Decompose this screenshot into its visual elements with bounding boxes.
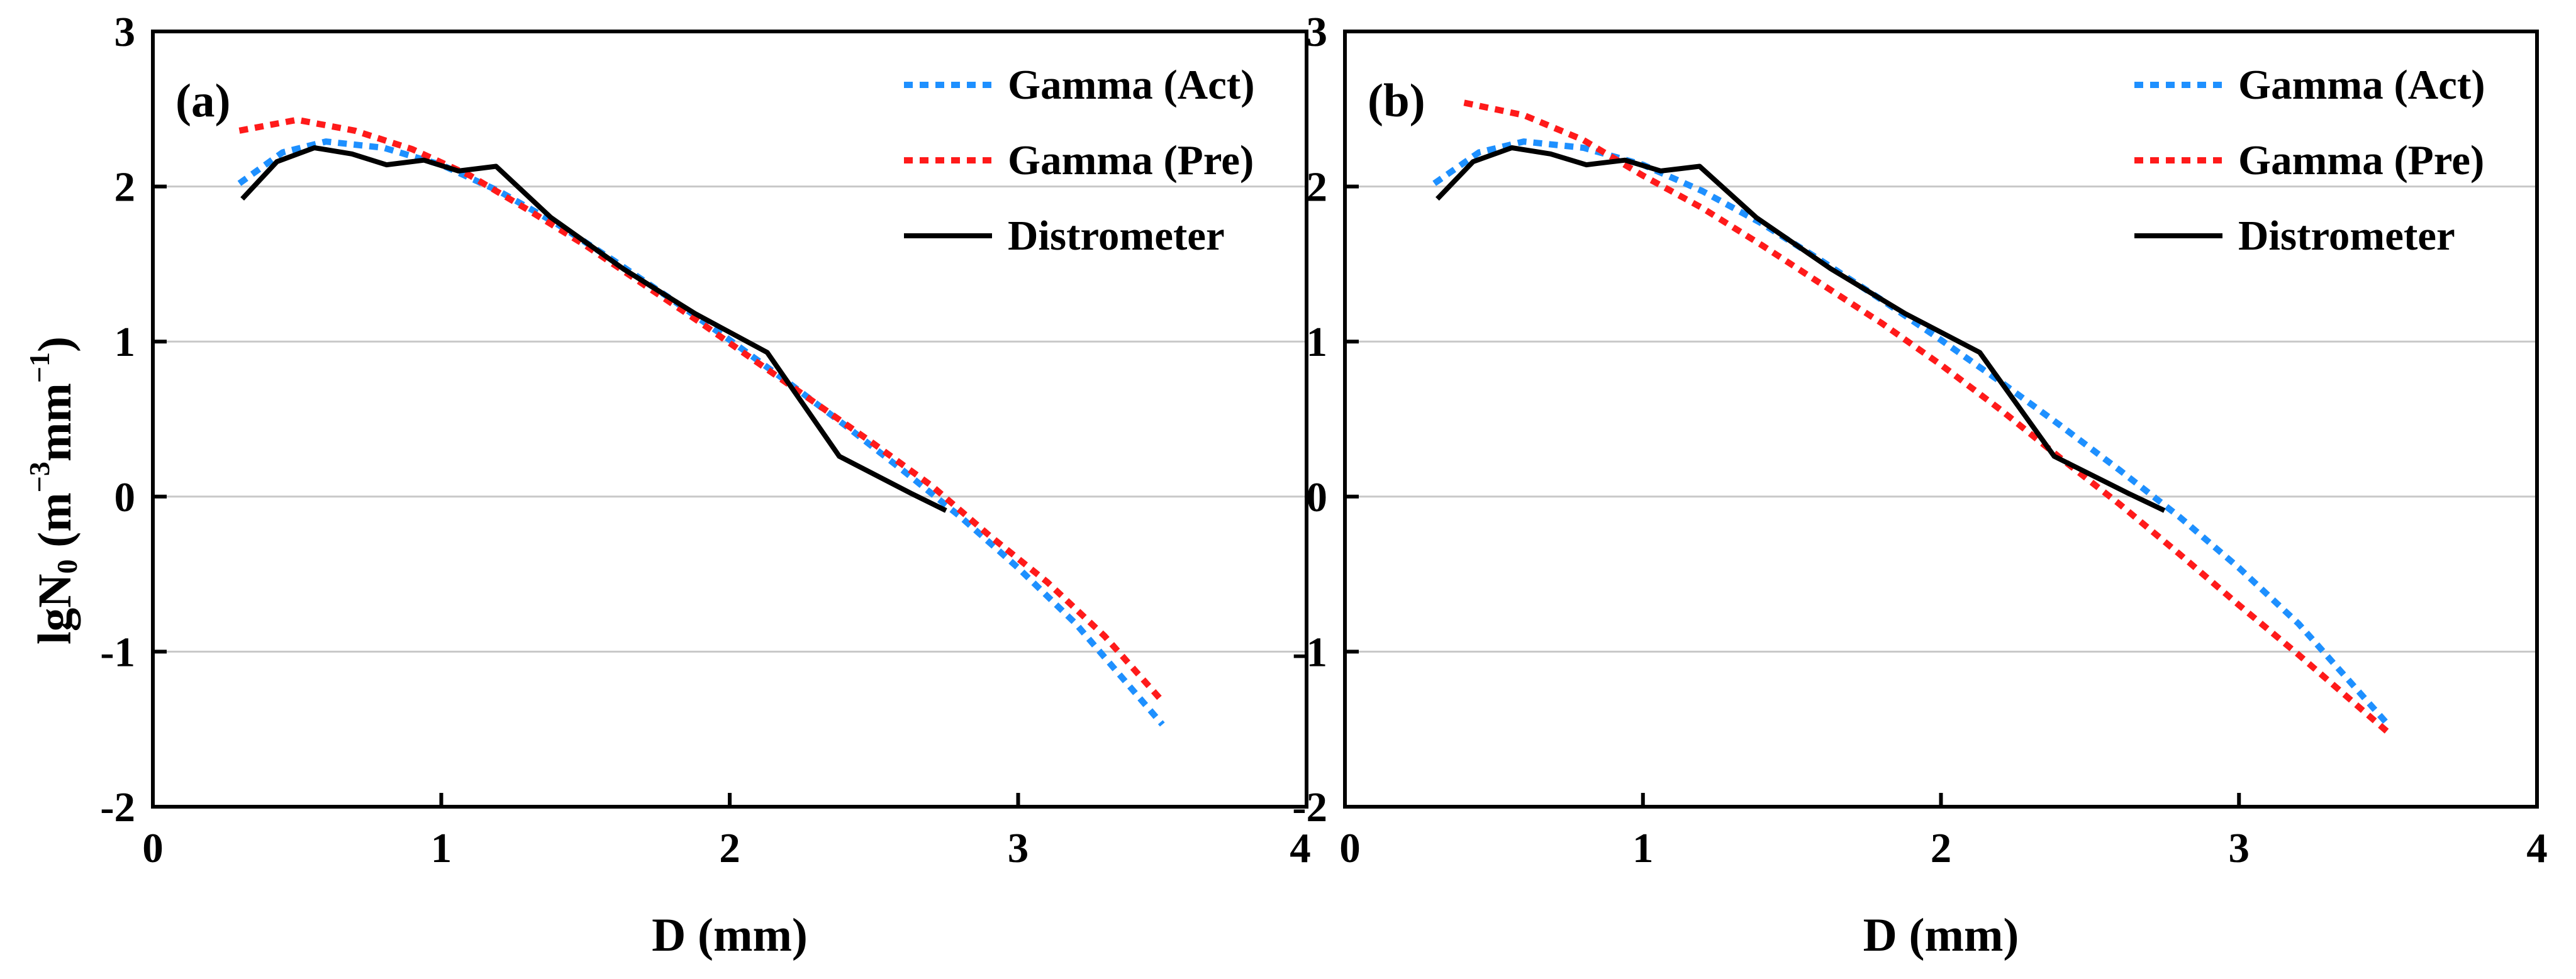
panel-a-x-axis-title: D (mm) (652, 909, 808, 961)
y-tick-label: 2 (1307, 164, 1328, 211)
x-tick-label: 0 (1339, 825, 1361, 871)
y-axis-title: lgN0 (m−3mm−1) (23, 336, 83, 644)
y-axis-title-main: lgN (29, 574, 81, 645)
y-tick-label: -2 (100, 784, 135, 831)
panel-b-legend: Gamma (Act) Gamma (Pre) Distrometer (2134, 62, 2485, 259)
x-tick-label: 0 (142, 825, 164, 871)
y-tick-label: 1 (1307, 319, 1328, 365)
legend-label-gamma-pre: Gamma (Pre) (2238, 137, 2484, 184)
y-axis-title-sub: 0 (51, 560, 83, 574)
panel-a-legend: Gamma (Act) Gamma (Pre) Distrometer (904, 62, 1255, 259)
panel-b-ticks (1343, 30, 2539, 809)
y-tick-label: -1 (1292, 629, 1327, 675)
x-tick-label: 2 (1931, 825, 1952, 871)
x-tick-label: 1 (431, 825, 452, 871)
series-line-distrometer (1436, 145, 2166, 513)
x-tick-label: 2 (719, 825, 740, 871)
panel-a-tick-labels: 0 1 2 3 4 -2 -1 0 1 2 3 (100, 9, 1311, 871)
y-axis-title-sup1: −3 (23, 462, 55, 492)
panel-b-label: (b) (1368, 75, 1425, 127)
y-tick-label: -2 (1292, 784, 1327, 831)
x-tick-label: 4 (2526, 825, 2548, 871)
series-line-gamma-pre (1463, 99, 2390, 735)
y-tick-label: 1 (114, 319, 136, 365)
legend-label-gamma-act: Gamma (Act) (2238, 62, 2485, 108)
legend-label-gamma-act: Gamma (Act) (1008, 62, 1255, 108)
y-tick-label: 0 (1307, 474, 1328, 521)
series-line-gamma-pre (238, 116, 1165, 704)
x-tick-label: 4 (1290, 825, 1311, 871)
panel-b-series (1432, 99, 2390, 735)
panel-a-label: (a) (176, 75, 230, 127)
y-tick-label: 2 (114, 164, 136, 211)
y-axis-title-unit-open: (m (29, 492, 81, 559)
panel-a-ticks (151, 30, 1308, 809)
y-axis-title-unit-close: ) (29, 336, 81, 352)
svg-text:lgN0 (m−3mm−1): lgN0 (m−3mm−1) (23, 336, 83, 644)
panel-b-gridlines (1345, 185, 2537, 653)
y-tick-label: 3 (1307, 9, 1328, 55)
y-tick-label: 0 (114, 474, 136, 521)
legend-label-distrometer: Distrometer (1008, 213, 1225, 259)
x-tick-label: 3 (1008, 825, 1029, 871)
y-tick-label: -1 (100, 629, 135, 675)
series-line-gamma-act (237, 138, 1165, 727)
x-tick-label: 1 (1632, 825, 1654, 871)
x-tick-label: 3 (2229, 825, 2250, 871)
legend-label-distrometer: Distrometer (2238, 213, 2455, 259)
legend-label-gamma-pre: Gamma (Pre) (1008, 137, 1254, 184)
y-axis-title-unit-mm: mm (29, 383, 81, 462)
y-axis-title-sup2: −1 (23, 352, 55, 383)
panel-a-series (237, 116, 1165, 727)
panel-b-x-axis-title: D (mm) (1863, 909, 2019, 961)
y-tick-label: 3 (114, 9, 136, 55)
series-line-distrometer (240, 145, 947, 513)
